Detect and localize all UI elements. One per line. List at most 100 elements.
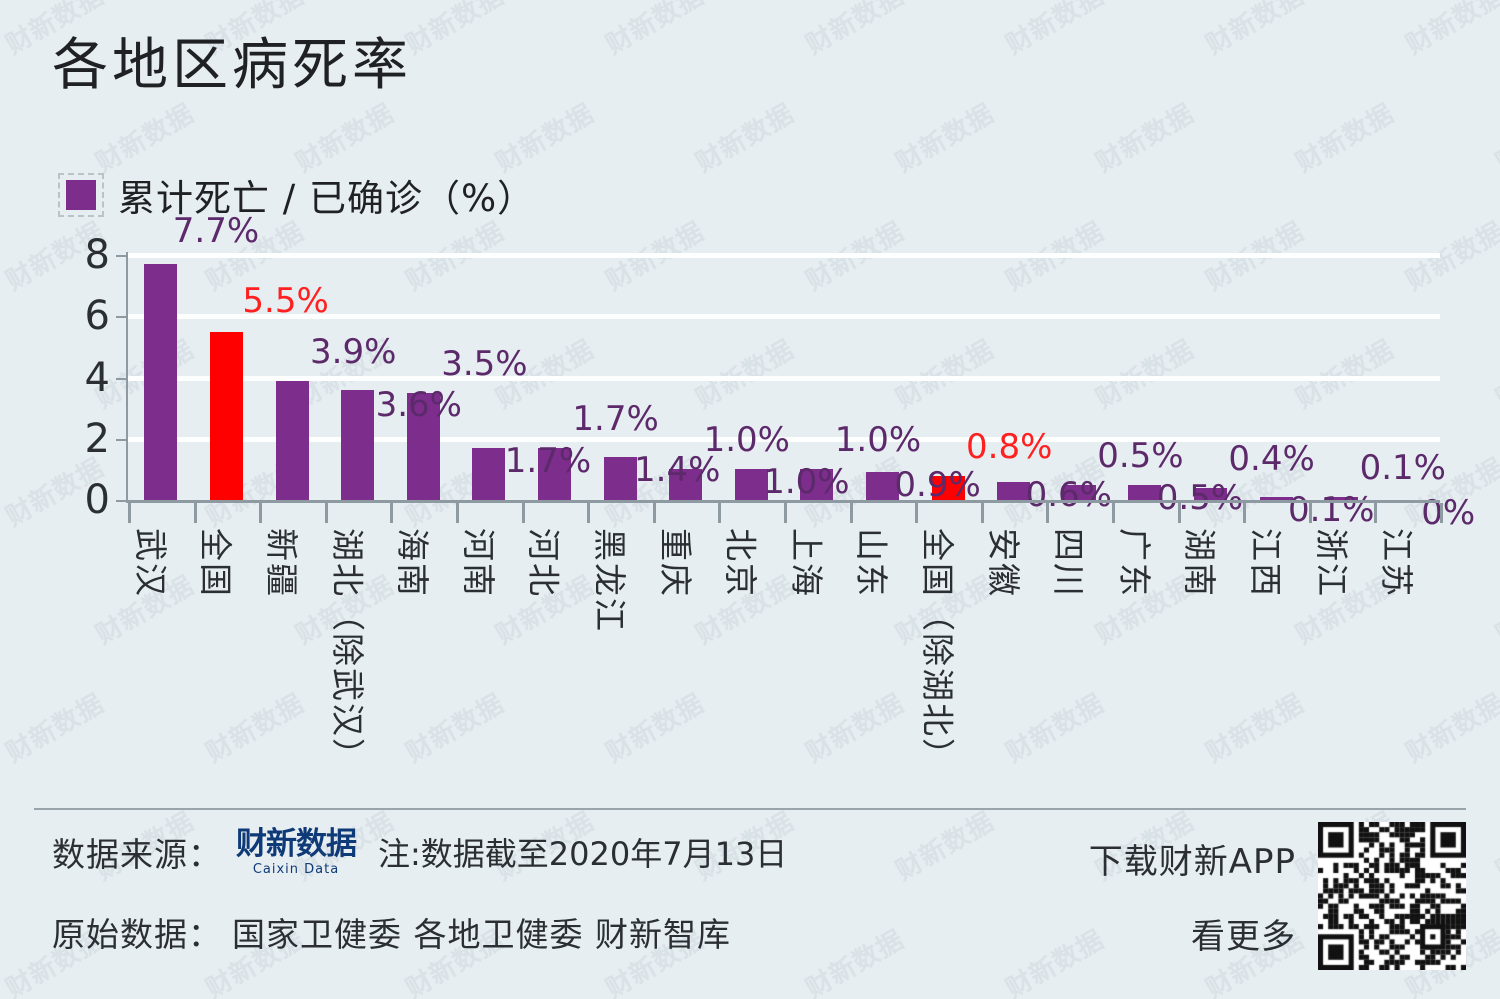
y-axis-tick bbox=[116, 438, 128, 441]
y-axis-tick bbox=[116, 500, 128, 502]
bar-value-label: 0.4% bbox=[1228, 438, 1315, 479]
x-axis-tick bbox=[718, 503, 722, 523]
y-axis-tick bbox=[116, 377, 128, 380]
x-axis-category-label: 全国（除湖北） bbox=[918, 528, 957, 773]
bar[interactable] bbox=[1259, 496, 1293, 500]
bar-value-label: 1.7% bbox=[572, 398, 659, 439]
caixin-logo-cn-text: 财新数据 bbox=[236, 825, 357, 862]
x-axis-tick bbox=[456, 503, 459, 523]
y-axis-tick-label: 4 bbox=[84, 354, 110, 401]
gridline bbox=[128, 375, 1440, 381]
bar-value-label: 0.8% bbox=[966, 426, 1053, 467]
x-axis-line bbox=[128, 500, 1440, 503]
legend: 累计死亡 / 已确诊（%） bbox=[58, 168, 535, 222]
bar[interactable] bbox=[1062, 484, 1096, 500]
bar-value-label: 0.5% bbox=[1097, 435, 1184, 476]
bar[interactable] bbox=[997, 481, 1031, 500]
bar-value-label: 7.7% bbox=[172, 211, 260, 252]
x-axis-tick bbox=[1177, 503, 1181, 523]
bar[interactable] bbox=[734, 469, 768, 500]
x-axis-tick bbox=[1374, 503, 1378, 523]
x-axis-tick bbox=[849, 503, 853, 523]
bar-value-label: 1.0% bbox=[834, 420, 922, 461]
caixin-logo-en-text: Caixin Data bbox=[252, 861, 340, 877]
page-title: 各地区病死率 bbox=[52, 33, 412, 98]
data-cutoff-note: 注:数据截至2020年7月13日 bbox=[378, 835, 788, 873]
plot-area: 0 2 4 6 8 bbox=[85, 235, 1440, 520]
app-download-label: 下载财新APP bbox=[1088, 842, 1296, 882]
bar[interactable] bbox=[275, 380, 309, 500]
bar-value-label: 1.0% bbox=[703, 420, 790, 461]
bar-value-label: 0.5% bbox=[1156, 477, 1244, 518]
x-axis-category-label: 黑龙江 bbox=[590, 528, 629, 633]
gridline bbox=[128, 436, 1440, 442]
bar-value-label: 0.1% bbox=[1288, 489, 1375, 530]
footer-divider bbox=[34, 808, 1466, 810]
x-axis-tick bbox=[587, 503, 591, 523]
y-axis-tick-label: 6 bbox=[84, 293, 110, 340]
gridline bbox=[128, 253, 1440, 258]
x-axis-category-label: 江苏 bbox=[1377, 528, 1417, 598]
x-axis-tick bbox=[784, 503, 787, 523]
x-axis-category-label: 河北 bbox=[524, 528, 564, 598]
x-axis-category-label: 广东 bbox=[1114, 528, 1154, 598]
x-axis-tick bbox=[1308, 503, 1312, 523]
x-axis-category-label: 全国 bbox=[196, 528, 236, 598]
bar[interactable] bbox=[144, 264, 178, 500]
x-axis-category-label: 北京 bbox=[721, 528, 761, 598]
bar[interactable] bbox=[341, 389, 375, 500]
legend-color-swatch bbox=[66, 180, 96, 210]
bar-value-label: 0.9% bbox=[894, 465, 981, 506]
bar[interactable] bbox=[209, 331, 243, 500]
y-axis-tick bbox=[116, 255, 128, 257]
x-axis-category-label: 河南 bbox=[458, 528, 498, 598]
bar-value-label: 1.4% bbox=[634, 450, 721, 491]
x-axis-category-label: 湖南 bbox=[1180, 528, 1220, 598]
x-axis-tick bbox=[980, 503, 984, 523]
caixin-data-logo: 财新数据 Caixin Data bbox=[236, 825, 357, 877]
x-axis-tick bbox=[1243, 503, 1247, 523]
y-axis-line bbox=[126, 252, 128, 503]
x-axis-tick bbox=[324, 503, 328, 523]
x-axis-category-label: 新疆 bbox=[262, 528, 301, 598]
x-axis-category-label: 安徽 bbox=[983, 528, 1023, 598]
x-axis-tick bbox=[259, 503, 263, 523]
raw-data-sources: 国家卫健委 各地卫健委 财新智库 bbox=[232, 915, 731, 954]
bar[interactable] bbox=[800, 469, 834, 500]
gridline bbox=[128, 314, 1440, 320]
x-axis-category-label: 上海 bbox=[786, 528, 826, 598]
x-axis-tick bbox=[193, 503, 197, 523]
y-axis-tick bbox=[116, 316, 128, 319]
bar[interactable] bbox=[1193, 487, 1227, 500]
bar[interactable] bbox=[472, 447, 506, 500]
bar[interactable] bbox=[603, 457, 637, 500]
x-axis-tick bbox=[1112, 503, 1115, 523]
x-axis-category-label: 重庆 bbox=[655, 528, 695, 598]
app-promo-block[interactable]: 下载财新APP 看更多 bbox=[1089, 822, 1466, 970]
x-axis-tick bbox=[915, 503, 919, 523]
bar[interactable] bbox=[1325, 496, 1359, 500]
bar-value-label: 0.6% bbox=[1025, 474, 1112, 515]
bar[interactable] bbox=[537, 447, 571, 500]
x-axis-tick bbox=[521, 503, 525, 523]
x-axis-category-label: 海南 bbox=[393, 528, 433, 598]
bar[interactable] bbox=[406, 392, 440, 500]
x-axis-tick bbox=[1046, 503, 1050, 523]
legend-swatch-box bbox=[58, 173, 104, 217]
y-axis-tick-label: 0 bbox=[84, 477, 110, 523]
bar[interactable] bbox=[931, 475, 965, 500]
bar-value-label: 1.0% bbox=[763, 462, 850, 503]
bar[interactable] bbox=[669, 469, 703, 500]
x-axis-category-label: 山东 bbox=[852, 528, 892, 598]
bar[interactable] bbox=[1128, 484, 1162, 500]
bar[interactable] bbox=[865, 472, 899, 500]
app-more-label: 看更多 bbox=[1191, 917, 1296, 957]
bar-value-label: 3.6% bbox=[375, 384, 462, 425]
qr-code-image[interactable] bbox=[1318, 822, 1466, 970]
x-axis-category-label: 江西 bbox=[1246, 528, 1285, 598]
x-axis-category-label: 武汉 bbox=[130, 528, 170, 598]
x-axis-tick bbox=[128, 503, 131, 523]
source-row: 数据来源： 财新数据 Caixin Data 注:数据截至2020年7月13日 bbox=[52, 828, 787, 876]
x-axis-category-label: 湖北（除武汉） bbox=[327, 528, 367, 773]
